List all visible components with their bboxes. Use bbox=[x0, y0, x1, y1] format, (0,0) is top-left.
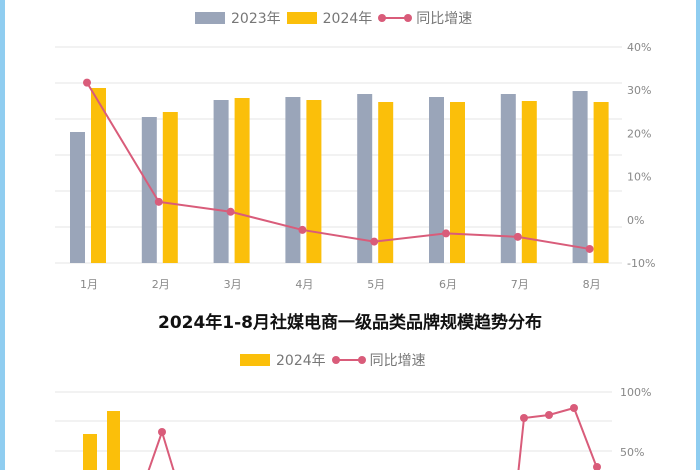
line-marker-icon bbox=[378, 12, 413, 24]
x-axis-label: 3月 bbox=[224, 278, 242, 291]
legend-item-growth[interactable]: 同比增速 bbox=[331, 350, 426, 370]
y-axis-label: 0% bbox=[627, 214, 644, 227]
bar-2024[interactable] bbox=[378, 102, 394, 263]
bar-2024[interactable] bbox=[521, 101, 537, 263]
bar-2023[interactable] bbox=[429, 97, 444, 263]
growth-point[interactable] bbox=[593, 463, 601, 470]
growth-point[interactable] bbox=[442, 229, 450, 238]
legend-label: 同比增速 bbox=[416, 11, 473, 27]
bar-2024[interactable] bbox=[593, 102, 609, 263]
legend-item-growth[interactable]: 同比增速 bbox=[378, 8, 472, 28]
growth-point[interactable] bbox=[513, 232, 522, 241]
bar-2024[interactable] bbox=[450, 102, 465, 263]
growth-point[interactable] bbox=[158, 428, 166, 436]
bar-2023[interactable] bbox=[572, 91, 588, 263]
chart1-legend: 2023年 2024年 同比增速 bbox=[195, 8, 478, 28]
growth-point[interactable] bbox=[570, 404, 578, 412]
y-axis-label: 30% bbox=[627, 84, 651, 97]
growth-point[interactable] bbox=[370, 237, 379, 246]
growth-point[interactable] bbox=[520, 414, 528, 422]
y-axis-label: 40% bbox=[627, 41, 651, 54]
yellow-swatch-icon bbox=[286, 12, 317, 24]
growth-point[interactable] bbox=[298, 225, 307, 234]
bar-2024[interactable] bbox=[107, 411, 120, 470]
growth-point[interactable] bbox=[83, 78, 91, 87]
growth-point[interactable] bbox=[545, 411, 553, 419]
bar-2023[interactable] bbox=[357, 94, 373, 263]
x-axis-label: 7月 bbox=[511, 278, 529, 291]
y-axis-label: 100% bbox=[620, 386, 651, 399]
legend-label: 2023年 bbox=[231, 11, 281, 27]
bar-2023[interactable] bbox=[70, 132, 85, 263]
x-axis-label: 1月 bbox=[80, 278, 98, 291]
gray-swatch-icon bbox=[195, 12, 225, 24]
chart2-title: 2024年1-8月社媒电商一级品类品牌规模趋势分布 bbox=[157, 313, 543, 333]
x-axis-label: 2月 bbox=[152, 278, 170, 291]
legend-label: 2024年 bbox=[322, 11, 373, 27]
bar-2023[interactable] bbox=[141, 117, 157, 263]
growth-point[interactable] bbox=[154, 197, 163, 206]
chart2-legend: 2024年 同比增速 bbox=[240, 350, 432, 370]
legend-item-2024[interactable]: 2024年 bbox=[286, 8, 373, 28]
y-axis-label: -10% bbox=[627, 257, 655, 270]
y-axis-label: 50% bbox=[620, 446, 644, 459]
legend-item-2023[interactable]: 2023年 bbox=[195, 8, 281, 28]
bar-2024[interactable] bbox=[234, 98, 250, 263]
growth-line bbox=[86, 82, 590, 250]
bar-2024[interactable] bbox=[91, 88, 106, 263]
x-axis-label: 5月 bbox=[367, 278, 385, 291]
bar-2023[interactable] bbox=[285, 97, 301, 263]
growth-point[interactable] bbox=[226, 207, 235, 216]
bar-2024[interactable] bbox=[162, 112, 178, 263]
bar-2024[interactable] bbox=[83, 434, 97, 470]
legend-label: 同比增速 bbox=[369, 353, 426, 369]
x-axis-label: 4月 bbox=[295, 278, 313, 291]
bar-2023[interactable] bbox=[213, 100, 229, 263]
legend-item-2024[interactable]: 2024年 bbox=[240, 350, 326, 370]
x-axis-label: 6月 bbox=[439, 278, 457, 291]
growth-point[interactable] bbox=[585, 244, 594, 253]
legend-label: 2024年 bbox=[276, 353, 326, 369]
y-axis-label: 10% bbox=[627, 171, 651, 184]
bar-2024[interactable] bbox=[306, 100, 322, 263]
line-marker-icon bbox=[331, 354, 366, 366]
growth-line bbox=[517, 406, 599, 470]
yellow-swatch-icon bbox=[240, 354, 270, 366]
x-axis-label: 8月 bbox=[583, 278, 601, 291]
bar-2023[interactable] bbox=[500, 94, 516, 263]
y-axis-label: 20% bbox=[627, 127, 651, 140]
